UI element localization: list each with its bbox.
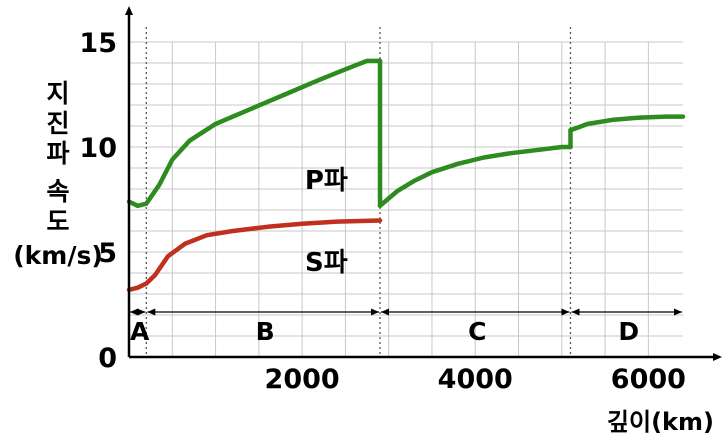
series-label: P파 [305, 166, 348, 196]
y-tick-label: 15 [79, 28, 117, 59]
axes [125, 6, 722, 361]
y-axis-label: 도 [46, 207, 69, 236]
region-dimension-line: A B C D [130, 308, 682, 346]
x-tick-label: 2000 [265, 364, 340, 395]
grid-lines [129, 41, 683, 357]
series-line [377, 144, 573, 209]
x-tick-label: 6000 [611, 364, 686, 395]
series-line [126, 218, 383, 293]
series-line [126, 58, 383, 209]
y-axis-label: 파 [46, 139, 69, 168]
y-axis-label: 진 [46, 109, 69, 138]
x-tick-label: 4000 [438, 364, 513, 395]
y-tick-label: 10 [79, 133, 117, 164]
series-label: S파 [305, 248, 348, 278]
series-layer [126, 58, 686, 293]
y-axis-label: 속 [46, 177, 69, 206]
region-boundaries [145, 27, 572, 357]
origin-label: 0 [98, 343, 117, 374]
region-label: C [468, 317, 486, 346]
region-label: D [618, 317, 639, 346]
y-axis-label: 지 [46, 79, 69, 108]
x-axis-label: 깊이(km) [607, 408, 714, 436]
region-label: A [130, 317, 150, 346]
series-line [568, 114, 686, 133]
y-axis-label: (km/s) [13, 241, 103, 270]
y-tick-label: 5 [98, 238, 117, 269]
region-label: B [256, 317, 275, 346]
